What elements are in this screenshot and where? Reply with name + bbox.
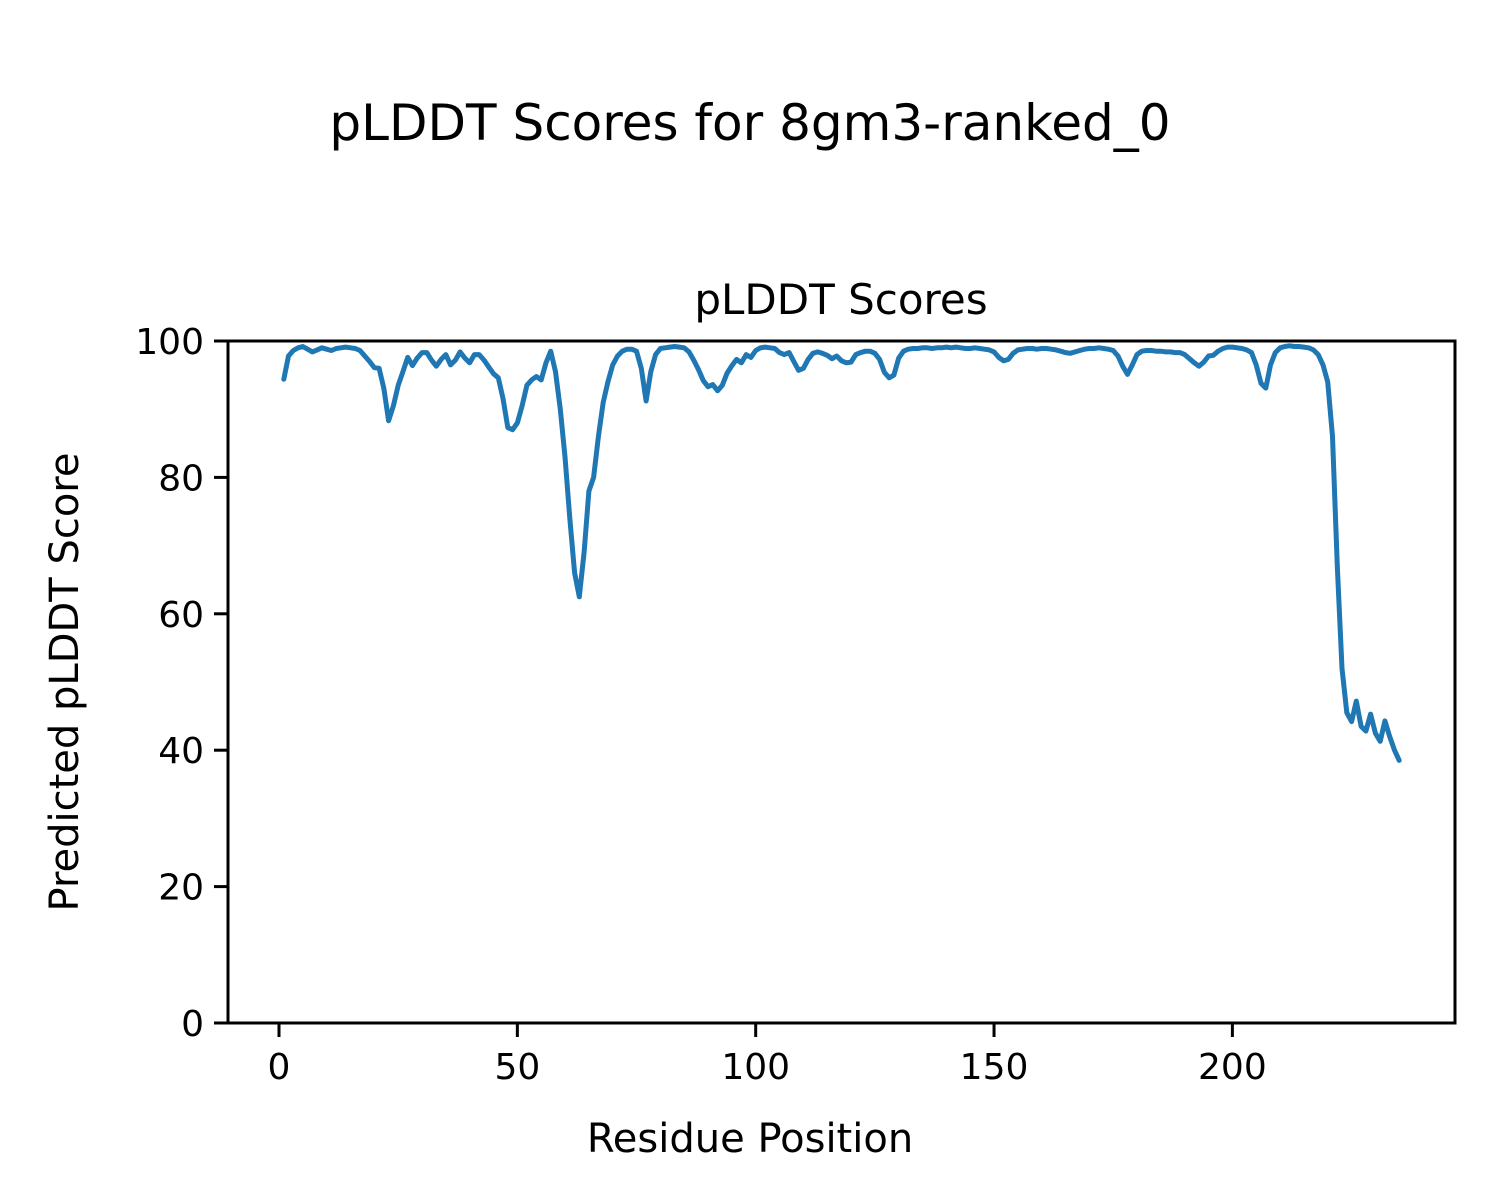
plddt-series-line xyxy=(281,343,1402,763)
y-tick-label: 0 xyxy=(181,1004,204,1045)
y-axis-label: Predicted pLDDT Score xyxy=(42,453,88,912)
y-tick-label: 100 xyxy=(135,322,204,363)
x-tick-label: 100 xyxy=(721,1047,790,1088)
y-tick-label: 20 xyxy=(158,868,204,909)
figure-suptitle: pLDDT Scores for 8gm3-ranked_0 xyxy=(329,94,1170,152)
plot-area: 0 50 100 150 200 0 20 40 60 80 100 xyxy=(135,322,1457,1088)
y-tick-label: 80 xyxy=(158,458,204,499)
x-tick-label: 0 xyxy=(268,1047,291,1088)
y-tick-label: 60 xyxy=(158,595,204,636)
axes-spines xyxy=(226,339,1457,1025)
x-axis-label: Residue Position xyxy=(587,1116,913,1162)
axes-title: pLDDT Scores xyxy=(694,275,987,324)
x-tick-label: 200 xyxy=(1198,1047,1267,1088)
x-tick-label: 150 xyxy=(960,1047,1029,1088)
series-layer xyxy=(281,343,1402,763)
y-tick-label: 40 xyxy=(158,731,204,772)
x-tick-label: 50 xyxy=(494,1047,540,1088)
